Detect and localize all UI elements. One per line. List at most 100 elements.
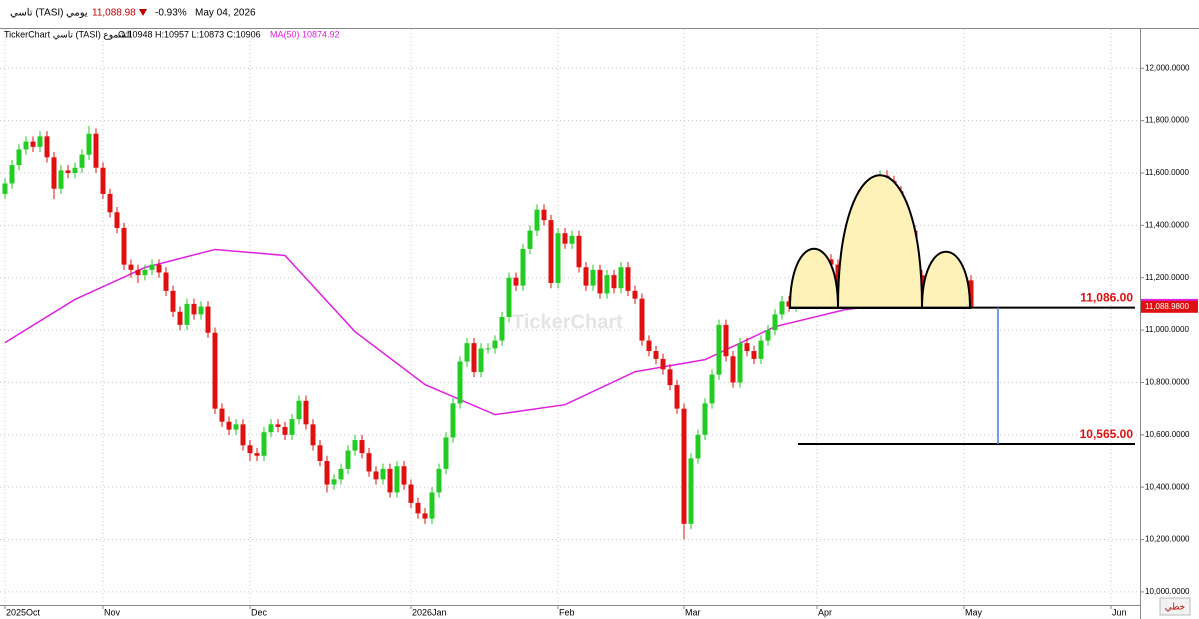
candle-body bbox=[674, 385, 680, 409]
candle-body bbox=[9, 165, 15, 184]
candle-body bbox=[968, 280, 974, 307]
candle-body bbox=[254, 453, 260, 456]
candle-body bbox=[240, 424, 246, 446]
candle-body bbox=[534, 209, 540, 231]
candle-body bbox=[751, 351, 757, 359]
candle-body bbox=[422, 513, 428, 519]
y-tick-label: 11,800.0000 bbox=[1145, 116, 1189, 125]
candle-body bbox=[576, 235, 582, 268]
candle-body bbox=[730, 356, 736, 383]
candle-body bbox=[583, 267, 589, 286]
candle-body bbox=[331, 479, 337, 485]
candle-body bbox=[149, 264, 155, 270]
down-arrow bbox=[139, 9, 147, 16]
candle-body bbox=[394, 466, 400, 493]
candle-body bbox=[380, 468, 386, 480]
candle-body bbox=[282, 426, 288, 435]
candle-body bbox=[373, 471, 379, 480]
candle-body bbox=[51, 157, 57, 189]
candle-body bbox=[86, 133, 92, 155]
candle-body bbox=[317, 445, 323, 461]
candle-body bbox=[681, 408, 687, 524]
candle-body bbox=[478, 348, 484, 372]
info-ma-name: MA(50) bbox=[270, 29, 300, 39]
candle-body bbox=[387, 468, 393, 493]
candle-body bbox=[205, 306, 211, 333]
x-tick-label: Jun bbox=[1112, 607, 1127, 617]
candle-body bbox=[401, 466, 407, 485]
candle-body bbox=[828, 259, 834, 265]
target-label: 10,565.00 bbox=[1080, 427, 1134, 441]
candle-body bbox=[324, 461, 330, 485]
price-marker bbox=[1141, 300, 1198, 313]
candle-body bbox=[555, 233, 561, 283]
candle-body bbox=[30, 141, 36, 147]
candle-body bbox=[114, 212, 120, 228]
y-tick-label: 11,600.0000 bbox=[1145, 168, 1189, 177]
x-tick-label: Dec bbox=[251, 607, 268, 617]
candle-body bbox=[660, 358, 666, 370]
candle-body bbox=[772, 314, 778, 331]
candle-body bbox=[548, 220, 554, 283]
candle-body bbox=[247, 445, 253, 454]
candle-body bbox=[723, 324, 729, 357]
candle-body bbox=[506, 277, 512, 317]
watermark: TickerChart bbox=[512, 311, 623, 333]
candle-body bbox=[177, 311, 183, 325]
candle-body bbox=[611, 275, 617, 289]
candle-body bbox=[471, 343, 477, 372]
price: 11,088.98 bbox=[92, 8, 136, 19]
right-shoulder bbox=[920, 251, 972, 309]
y-tick-label: 11,000.0000 bbox=[1145, 325, 1189, 334]
symbol: تاسي (TASI) bbox=[10, 8, 63, 19]
candle-body bbox=[296, 400, 302, 420]
candle-body bbox=[646, 340, 652, 352]
ma-line bbox=[4, 248, 972, 416]
candle-body bbox=[408, 484, 414, 503]
line-button[interactable] bbox=[1159, 597, 1191, 616]
candle-body bbox=[737, 343, 743, 383]
candle-body bbox=[457, 361, 463, 404]
candle-body bbox=[632, 290, 638, 299]
line-button-label[interactable]: خطي bbox=[1165, 601, 1185, 611]
candle-body bbox=[618, 267, 624, 289]
candle-body bbox=[779, 301, 785, 315]
y-tick-label: 12,000.0000 bbox=[1145, 63, 1190, 72]
candle-body bbox=[261, 432, 267, 456]
candle-body bbox=[72, 167, 78, 173]
candle-body bbox=[709, 374, 715, 404]
x-tick-label: Feb bbox=[559, 607, 575, 617]
neckline-label: 11,086.00 bbox=[1080, 291, 1133, 305]
candle-body bbox=[198, 306, 204, 315]
candle-body bbox=[16, 149, 22, 166]
candle-body bbox=[93, 133, 99, 168]
candle-body bbox=[562, 233, 568, 244]
candle-body bbox=[653, 351, 659, 359]
period: يومي bbox=[66, 8, 88, 19]
head bbox=[836, 174, 924, 309]
candle-body bbox=[310, 424, 316, 446]
info-ma-value: 10874.92 bbox=[302, 29, 340, 39]
candle-body bbox=[352, 440, 358, 451]
candle-body bbox=[366, 453, 372, 472]
candle-body bbox=[443, 437, 449, 469]
candle-body bbox=[289, 419, 295, 435]
candle-body bbox=[156, 264, 162, 273]
x-tick-label: Nov bbox=[104, 607, 121, 617]
candle-body bbox=[303, 400, 309, 425]
candle-body bbox=[527, 230, 533, 249]
candle-body bbox=[37, 136, 43, 147]
y-tick-label: 10,000.0000 bbox=[1145, 587, 1190, 596]
candle-body bbox=[695, 434, 701, 459]
candle-body bbox=[415, 502, 421, 514]
candle-body bbox=[492, 340, 498, 349]
change: -0.93% bbox=[155, 8, 187, 19]
date: May 04, 2026 bbox=[195, 8, 256, 19]
candle-body bbox=[184, 303, 190, 325]
candle-body bbox=[100, 167, 106, 194]
candle-body bbox=[121, 227, 127, 265]
candle-body bbox=[23, 141, 29, 150]
candle-body bbox=[716, 324, 722, 375]
candle-body bbox=[191, 303, 197, 315]
